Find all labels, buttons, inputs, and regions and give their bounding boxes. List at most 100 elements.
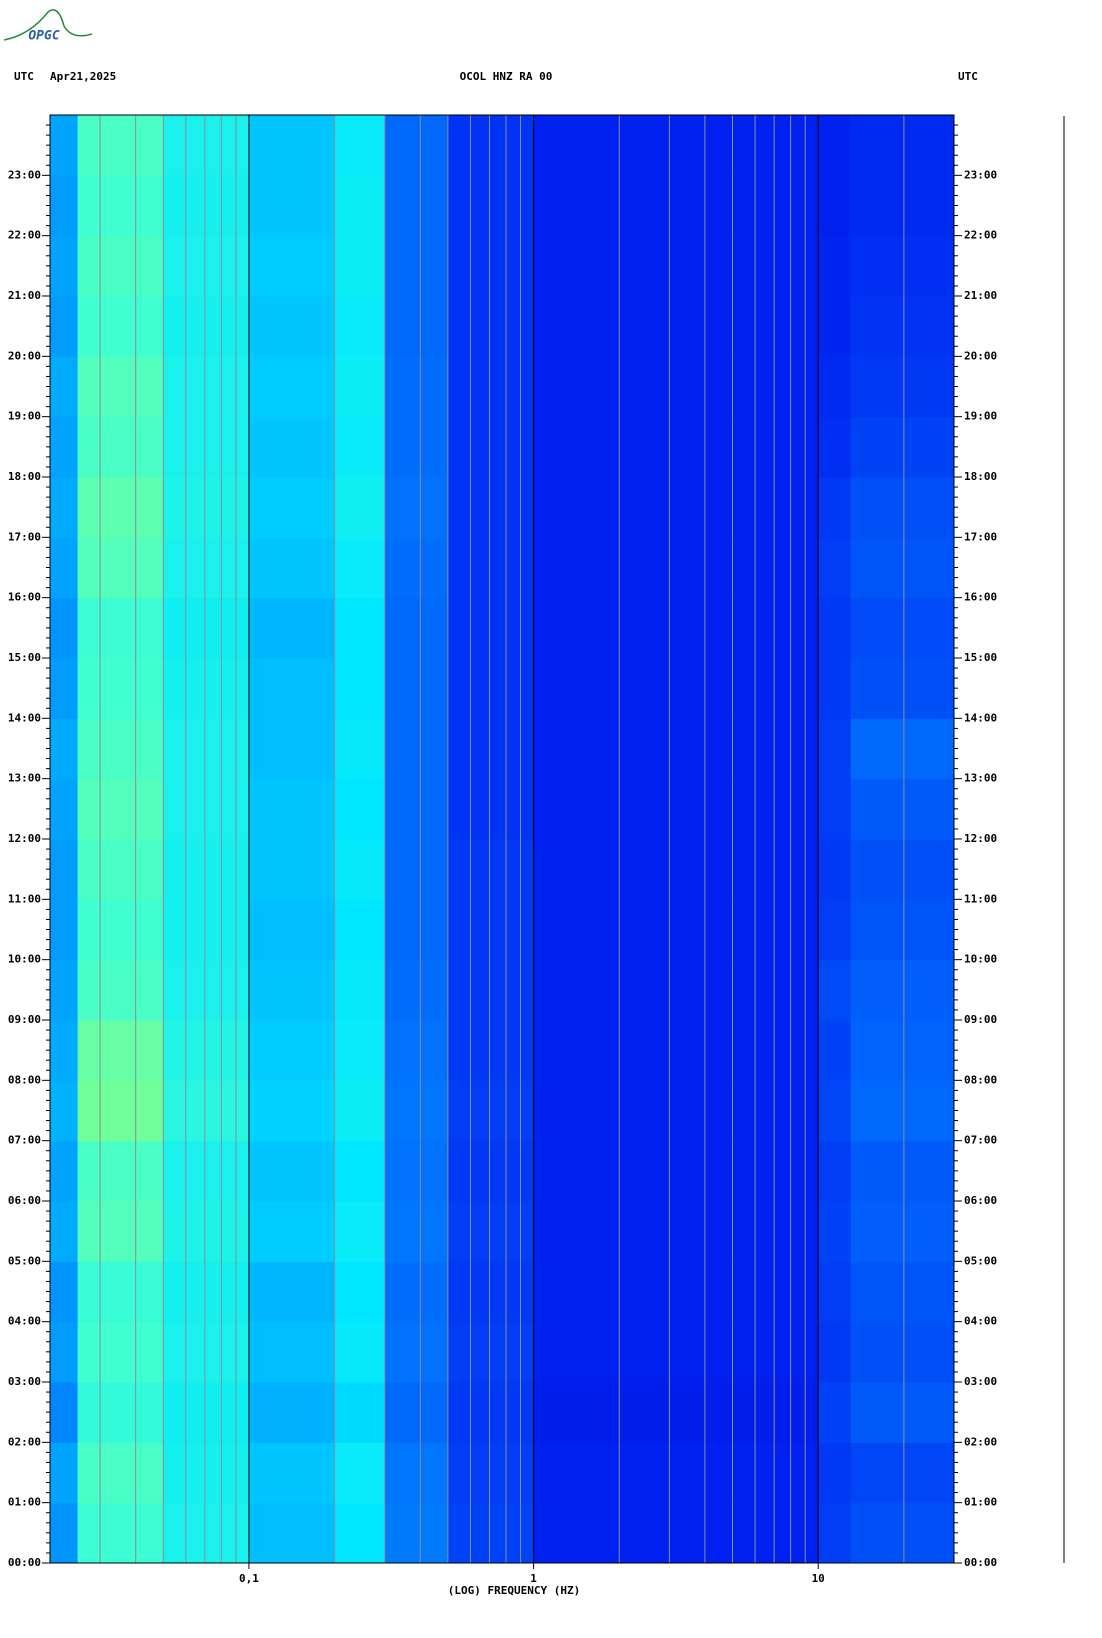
spectrogram-cell — [334, 356, 386, 418]
spectrogram-cell — [384, 1080, 449, 1142]
spectrogram-cell — [850, 1442, 955, 1504]
spectrogram-cell — [384, 115, 449, 176]
spectrogram-cell — [334, 537, 386, 599]
spectrogram-cell — [818, 296, 852, 357]
spectrogram-cell — [248, 175, 336, 237]
spectrogram-cell — [334, 718, 386, 780]
y-tick-label-right: 22:00 — [964, 229, 997, 242]
spectrogram-cell — [447, 1321, 535, 1383]
spectrogram-cell — [50, 899, 79, 961]
spectrogram-cell — [334, 416, 386, 478]
y-tick-label-left: 19:00 — [8, 410, 41, 423]
spectrogram-cell — [163, 597, 250, 659]
spectrogram-cell — [334, 1020, 386, 1081]
y-tick-label-right: 04:00 — [964, 1315, 997, 1328]
spectrogram-cell — [163, 1140, 250, 1202]
spectrogram-cell — [850, 115, 955, 176]
spectrogram-cell — [850, 658, 955, 719]
spectrogram-cell — [248, 1201, 336, 1262]
spectrogram-cell — [384, 597, 449, 659]
spectrogram-cell — [850, 1502, 955, 1564]
spectrogram-cell — [384, 778, 449, 840]
spectrogram-cell — [818, 959, 852, 1021]
spectrogram-cell — [384, 1442, 449, 1504]
spectrogram-cell — [334, 115, 386, 176]
y-tick-label-right: 11:00 — [964, 892, 997, 905]
time-zone-left: UTC — [14, 70, 34, 83]
spectrogram-cell — [533, 416, 819, 478]
spectrogram-cell — [850, 477, 955, 538]
y-tick-label-right: 01:00 — [964, 1496, 997, 1509]
y-tick-label-left: 18:00 — [8, 470, 41, 483]
spectrogram-cell — [850, 959, 955, 1021]
spectrogram-cell — [163, 1502, 250, 1564]
spectrogram-cell — [77, 1382, 164, 1443]
y-tick-label-left: 05:00 — [8, 1254, 41, 1267]
spectrogram-cell — [163, 839, 250, 900]
y-tick-label-left: 10:00 — [8, 953, 41, 966]
x-tick-label: 10 — [812, 1572, 825, 1585]
spectrogram-cell — [533, 839, 819, 900]
spectrogram-cell — [334, 899, 386, 961]
spectrogram-cell — [248, 235, 336, 297]
spectrogram-cell — [77, 1261, 164, 1323]
spectrogram-cell — [850, 416, 955, 478]
spectrogram-cell — [384, 899, 449, 961]
spectrogram-cell — [850, 1321, 955, 1383]
y-tick-label-right: 19:00 — [964, 410, 997, 423]
spectrogram-cell — [850, 778, 955, 840]
spectrogram-cell — [50, 1502, 79, 1564]
spectrogram-cell — [384, 718, 449, 780]
spectrogram-cell — [163, 658, 250, 719]
spectrogram-cell — [163, 1080, 250, 1142]
spectrogram-cell — [334, 1502, 386, 1564]
spectrogram-cell — [850, 537, 955, 599]
spectrogram-cell — [248, 1261, 336, 1323]
spectrogram-cell — [818, 658, 852, 719]
spectrogram-cell — [533, 175, 819, 237]
spectrogram-cell — [77, 1080, 164, 1142]
spectrogram-cell — [447, 416, 535, 478]
spectrogram-cell — [533, 1261, 819, 1323]
spectrogram-cell — [447, 115, 535, 176]
y-tick-label-right: 16:00 — [964, 591, 997, 604]
spectrogram-cell — [248, 1080, 336, 1142]
spectrogram-cell — [163, 416, 250, 478]
y-tick-label-right: 20:00 — [964, 349, 997, 362]
spectrogram-cell — [850, 1201, 955, 1262]
y-tick-label-right: 00:00 — [964, 1556, 997, 1569]
spectrogram-cell — [818, 1201, 852, 1262]
spectrogram-cell — [163, 296, 250, 357]
spectrogram-cell — [533, 1321, 819, 1383]
y-tick-label-left: 09:00 — [8, 1013, 41, 1026]
y-tick-label-left: 17:00 — [8, 530, 41, 543]
spectrogram-cell — [334, 658, 386, 719]
y-tick-label-left: 20:00 — [8, 349, 41, 362]
spectrogram-cell — [77, 959, 164, 1021]
spectrogram-cell — [533, 296, 819, 357]
x-tick-label: 0,1 — [239, 1572, 259, 1585]
spectrogram-cell — [447, 839, 535, 900]
spectrogram-cell — [447, 778, 535, 840]
spectrogram-cell — [533, 959, 819, 1021]
spectrogram-cell — [818, 416, 852, 478]
spectrogram-cell — [384, 1261, 449, 1323]
y-tick-label-right: 10:00 — [964, 953, 997, 966]
spectrogram-cell — [533, 477, 819, 538]
spectrogram-cell — [50, 839, 79, 900]
y-tick-label-right: 09:00 — [964, 1013, 997, 1026]
spectrogram-cell — [50, 778, 79, 840]
spectrogram-cell — [248, 1502, 336, 1564]
spectrogram-cell — [77, 597, 164, 659]
y-tick-label-right: 23:00 — [964, 168, 997, 181]
spectrogram-cell — [248, 899, 336, 961]
spectrogram-cell — [850, 1140, 955, 1202]
x-tick-label: 1 — [530, 1572, 537, 1585]
spectrogram-cell — [533, 1502, 819, 1564]
y-tick-label-right: 17:00 — [964, 530, 997, 543]
spectrogram-cell — [334, 1201, 386, 1262]
spectrogram-cell — [818, 778, 852, 840]
spectrogram-cell — [248, 1140, 336, 1202]
x-axis-label: (LOG) FREQUENCY (HZ) — [448, 1584, 580, 1597]
spectrogram-cell — [384, 1502, 449, 1564]
